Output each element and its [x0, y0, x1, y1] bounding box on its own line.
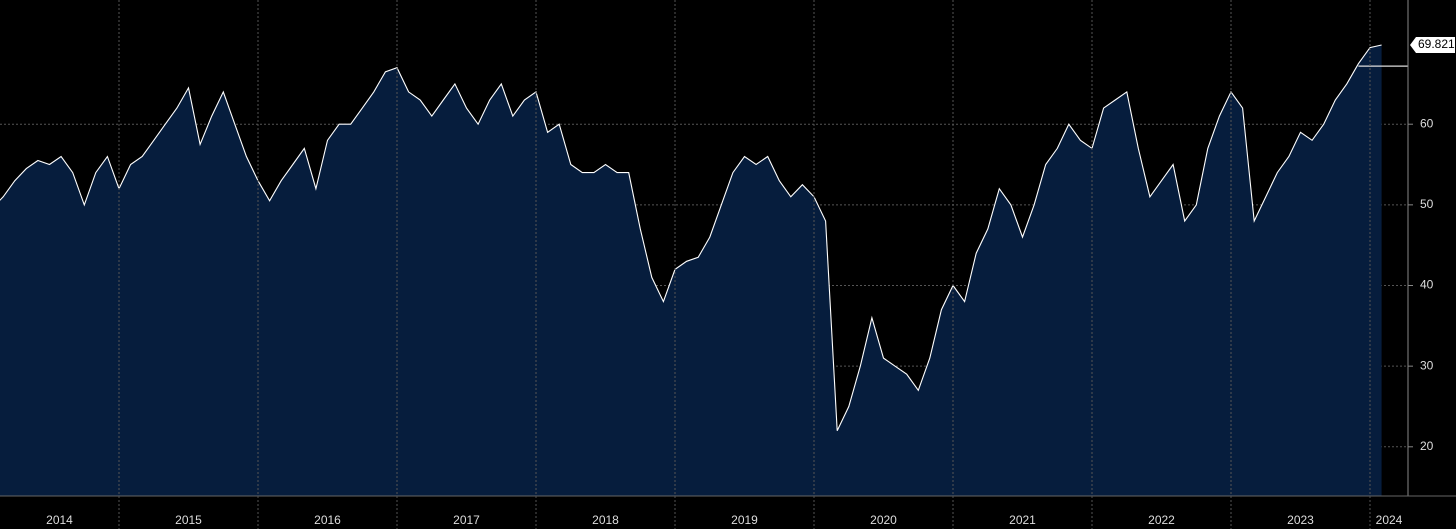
x-tick-label: 2019 — [731, 513, 758, 527]
x-tick-label: 2024 — [1376, 513, 1403, 527]
last-value-label: 69.821 — [1418, 37, 1455, 51]
plot-area — [0, 44, 1408, 496]
y-tick-label: 40 — [1420, 278, 1434, 292]
x-tick-label: 2022 — [1148, 513, 1175, 527]
y-tick-label: 30 — [1420, 358, 1434, 372]
x-tick-label: 2016 — [314, 513, 341, 527]
x-tick-label: 2021 — [1009, 513, 1036, 527]
x-tick-label: 2020 — [870, 513, 897, 527]
x-tick-label: 2017 — [453, 513, 480, 527]
line — [0, 44, 1382, 431]
x-tick-label: 2014 — [46, 513, 73, 527]
x-tick-label: 2018 — [592, 513, 619, 527]
x-tick-label: 2023 — [1287, 513, 1314, 527]
y-tick-label: 60 — [1420, 116, 1434, 130]
last-value-box — [1410, 36, 1455, 53]
y-tick-label: 50 — [1420, 197, 1434, 211]
area-fill — [0, 45, 1382, 496]
x-tick-label: 2015 — [175, 513, 202, 527]
y-tick-label: 20 — [1420, 439, 1434, 453]
